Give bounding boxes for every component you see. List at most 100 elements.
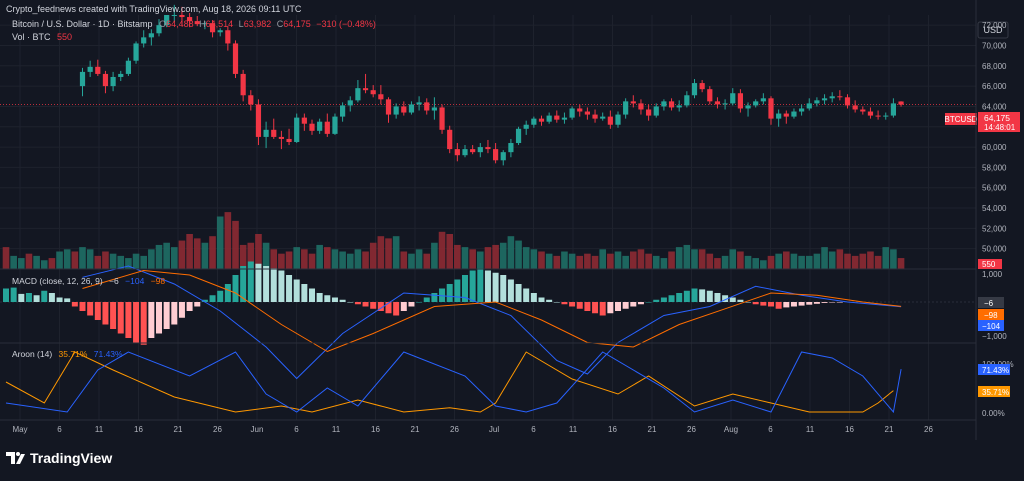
candle-body [852,105,858,110]
candle-body [500,152,506,161]
macd-histogram-bar [117,302,124,334]
candle-body [370,90,376,95]
volume-bar [201,242,209,269]
volume-bar [492,244,499,269]
volume-bar [706,253,714,269]
candle-body [890,103,896,116]
macd-histogram-bar [347,302,354,303]
candle-body [324,121,330,134]
volume-bar [63,249,71,269]
volume-bar [499,242,507,269]
volume-bar [262,242,270,269]
volume-bar [798,255,805,269]
candle-body [768,98,774,119]
price-tick-label: 50,000 [982,245,1007,254]
macd-histogram-bar [201,299,208,302]
price-tick-label: 66,000 [982,82,1007,91]
volume-bar [645,253,652,269]
ohlc-c-key: C [277,19,284,29]
price-tick-label: 60,000 [982,143,1007,152]
macd-histogram-bar [821,302,828,303]
symbol-line: Bitcoin / U.S. Dollar · 1D · Bitstamp O6… [12,19,376,29]
volume-bar [163,242,170,269]
macd-histogram-bar [240,266,247,302]
volume-bar [385,238,392,269]
macd-histogram-bar [477,268,484,302]
candle-body [554,115,560,120]
macd-histogram-bar [186,302,193,311]
ohlc-l-key: L [239,19,244,29]
candle-body [584,111,590,115]
macd-histogram-bar [752,302,759,305]
last-price-symbol: BTCUSD [945,115,978,124]
volume-badge [978,259,1002,269]
volume-bar [675,247,683,269]
signal-line [82,269,902,353]
candle-body [263,129,269,137]
x-axis[interactable]: May 6 11 16 21 26 Jun 6 11 16 21 26 Jul 6 11 16 21 26 Aug 6… [12,425,933,434]
volume-bar [232,220,239,269]
currency-button[interactable] [977,21,1009,39]
volume-bar [737,251,744,269]
macd-line-badge [978,320,1004,331]
volume-bar [828,251,836,269]
volume-bar [484,247,492,269]
macd-histogram-bar [569,302,576,307]
volume-bar [216,216,224,269]
volume-bar [285,251,293,269]
candle-body [607,116,613,125]
aroon-up-line [5,351,894,413]
candle-body [477,147,483,153]
volume-bar [293,247,300,269]
candle-body [202,23,208,25]
volume-bar [354,249,362,269]
volume-bar [668,251,675,269]
macd-histogram-bar [18,293,25,302]
aroon-legend-label: Aroon (14) [12,349,52,359]
volume-bar [859,253,867,269]
macd-histogram-bar [48,293,55,302]
macd-histogram-bar [278,270,285,302]
aroon-axis-bottom: 0.00% [982,409,1005,418]
volume-bar [224,212,232,269]
volume-legend: Vol · BTC 550 [12,32,72,42]
macd-histogram-bar [156,302,162,334]
candle-body [531,118,537,125]
macd-hist-value: −6 [109,276,119,286]
macd-histogram-bar [706,290,713,302]
candle-body [194,21,200,25]
candle-body [860,109,866,112]
volume-bar [607,253,614,269]
candle-body [286,138,292,142]
candle-body [630,101,636,104]
volume-bar [637,249,645,269]
x-axis-label: 11 [806,425,815,434]
macd-histogram-bar [71,302,78,307]
volume-bar [18,258,25,269]
macd-histogram-bar [10,287,17,302]
x-axis-label: 21 [411,425,420,434]
candle-body [347,100,353,106]
volume-bar [48,258,56,269]
volume-bar [576,255,584,269]
macd-histogram-bar [500,275,507,302]
candle-body [355,88,361,101]
volume-bar [408,253,415,269]
macd-histogram-bar [836,302,843,303]
macd-histogram-bar [546,299,553,302]
candle-body [362,88,369,91]
volume-bar [316,244,323,269]
candle-body [309,123,315,131]
candle-body [332,116,338,134]
macd-histogram-bar [813,302,820,304]
macd-histogram-bar [110,302,117,329]
macd-histogram-bar [783,302,790,308]
x-axis-label: 6 [294,425,299,434]
volume-bar [821,247,828,269]
aroon-down-badge [978,364,1010,375]
x-axis-label: Jul [489,425,499,434]
volume-label: Vol · BTC [12,32,51,42]
macd-signal-badge [978,309,1004,320]
macd-histogram-bar [637,302,644,305]
price-tick-label: 64,000 [982,102,1007,111]
